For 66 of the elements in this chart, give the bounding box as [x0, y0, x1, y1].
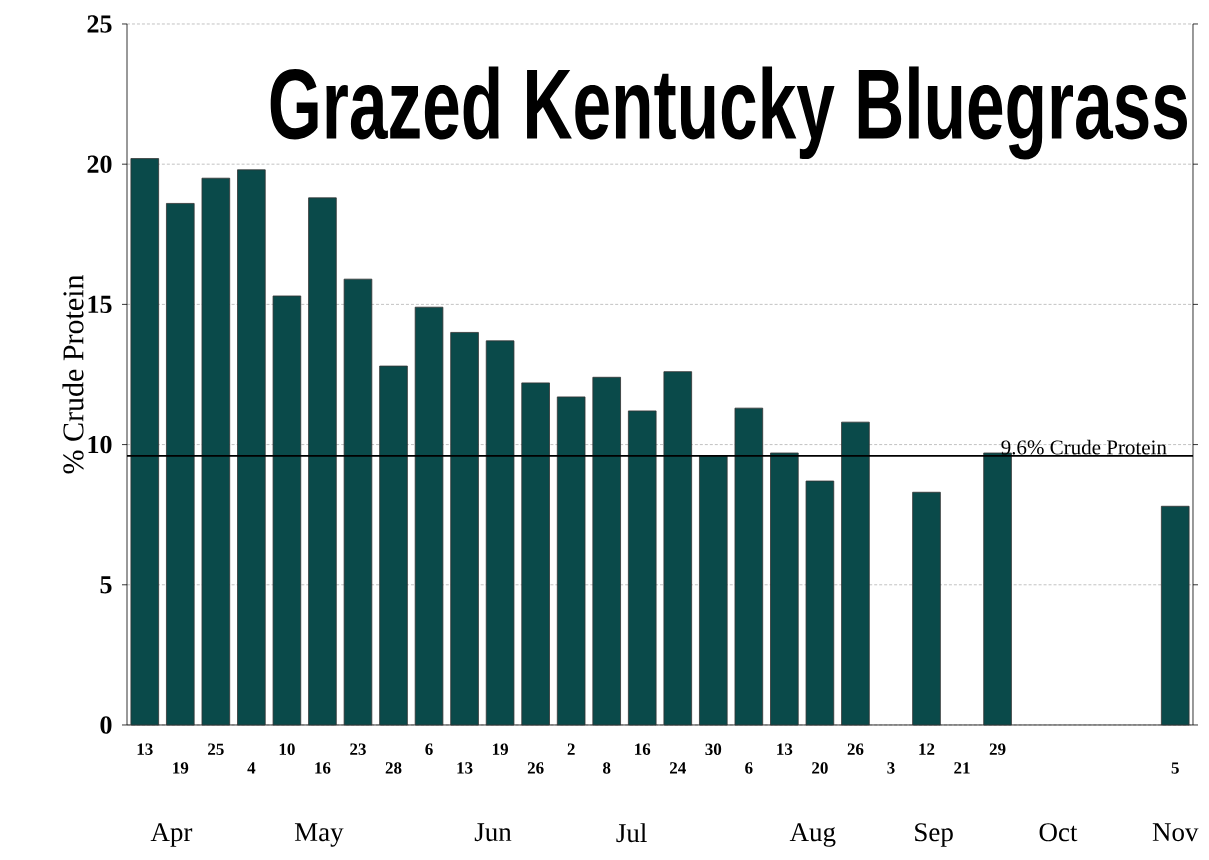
- x-tick-label: 2: [567, 743, 575, 755]
- bar: [770, 452, 799, 726]
- text: Nov: [1152, 823, 1199, 842]
- x-tick-label: 13: [457, 762, 473, 774]
- bar: [308, 197, 337, 726]
- bar: [379, 365, 408, 726]
- x-tick-label: 24: [669, 762, 686, 774]
- y-tick-label: 10: [88, 435, 112, 454]
- bar: [166, 203, 195, 726]
- bar: [201, 177, 231, 726]
- x-tick-label: 21: [954, 762, 970, 774]
- bar: [805, 480, 835, 726]
- x-tick-label: 16: [635, 743, 651, 755]
- text: Jul: [616, 823, 647, 843]
- bar: [556, 396, 586, 726]
- bar: [734, 407, 764, 726]
- text: May: [294, 823, 344, 847]
- y-tick-label: 15: [88, 295, 112, 314]
- x-tick-label: 23: [350, 743, 366, 755]
- x-tick-label: 6: [745, 762, 753, 774]
- y-tick-label: 0: [100, 716, 112, 734]
- bar: [450, 332, 479, 726]
- y-tick-label: 20: [87, 155, 112, 173]
- y-axis-title: % Crude Protein: [62, 274, 84, 474]
- text: Sep: [915, 823, 953, 847]
- x-tick-label: 26: [847, 743, 864, 755]
- bar: [663, 371, 693, 726]
- bar: [699, 455, 728, 726]
- x-tick-label: 6: [425, 743, 433, 755]
- x-tick-label: 19: [492, 743, 508, 755]
- chart-title: Grazed Kentucky Bluegrass: [270, 66, 1187, 160]
- text: Oct: [1039, 823, 1078, 842]
- x-tick-label: 25: [208, 743, 224, 755]
- bar: [130, 158, 160, 726]
- ref-line-label: 9.6% Crude Protein: [1001, 439, 1167, 455]
- x-tick-label: 12: [919, 743, 935, 755]
- x-tick-label: 8: [603, 762, 611, 774]
- bar: [627, 410, 657, 726]
- x-tick-label: 19: [173, 762, 189, 774]
- bar: [414, 306, 444, 726]
- x-tick-label: 28: [385, 762, 402, 774]
- text: Aug: [789, 823, 836, 847]
- bar: [521, 382, 550, 726]
- x-tick-label: 16: [315, 762, 331, 774]
- x-tick-label: 20: [812, 762, 828, 774]
- bar: [237, 169, 266, 726]
- y-tick-label: 5: [100, 576, 112, 594]
- text: Apr: [150, 823, 193, 847]
- bar: [912, 491, 941, 726]
- bar: [592, 376, 621, 726]
- x-tick-label: 5: [1171, 762, 1179, 774]
- x-tick-label: 29: [989, 743, 1006, 755]
- bar: [1160, 505, 1190, 726]
- x-tick-label: 13: [777, 743, 793, 755]
- x-tick-label: 4: [247, 762, 256, 774]
- bar: [841, 421, 870, 726]
- x-tick-label: 3: [887, 762, 895, 774]
- x-tick-label: 10: [279, 743, 295, 755]
- bar: [485, 340, 515, 726]
- x-tick-label: 30: [705, 743, 722, 755]
- x-tick-label: 26: [527, 762, 544, 774]
- bar: [343, 278, 373, 726]
- y-tick-label: 25: [87, 15, 112, 33]
- bar: [272, 295, 302, 726]
- x-tick-label: 13: [137, 743, 153, 755]
- text: Jun: [474, 823, 512, 842]
